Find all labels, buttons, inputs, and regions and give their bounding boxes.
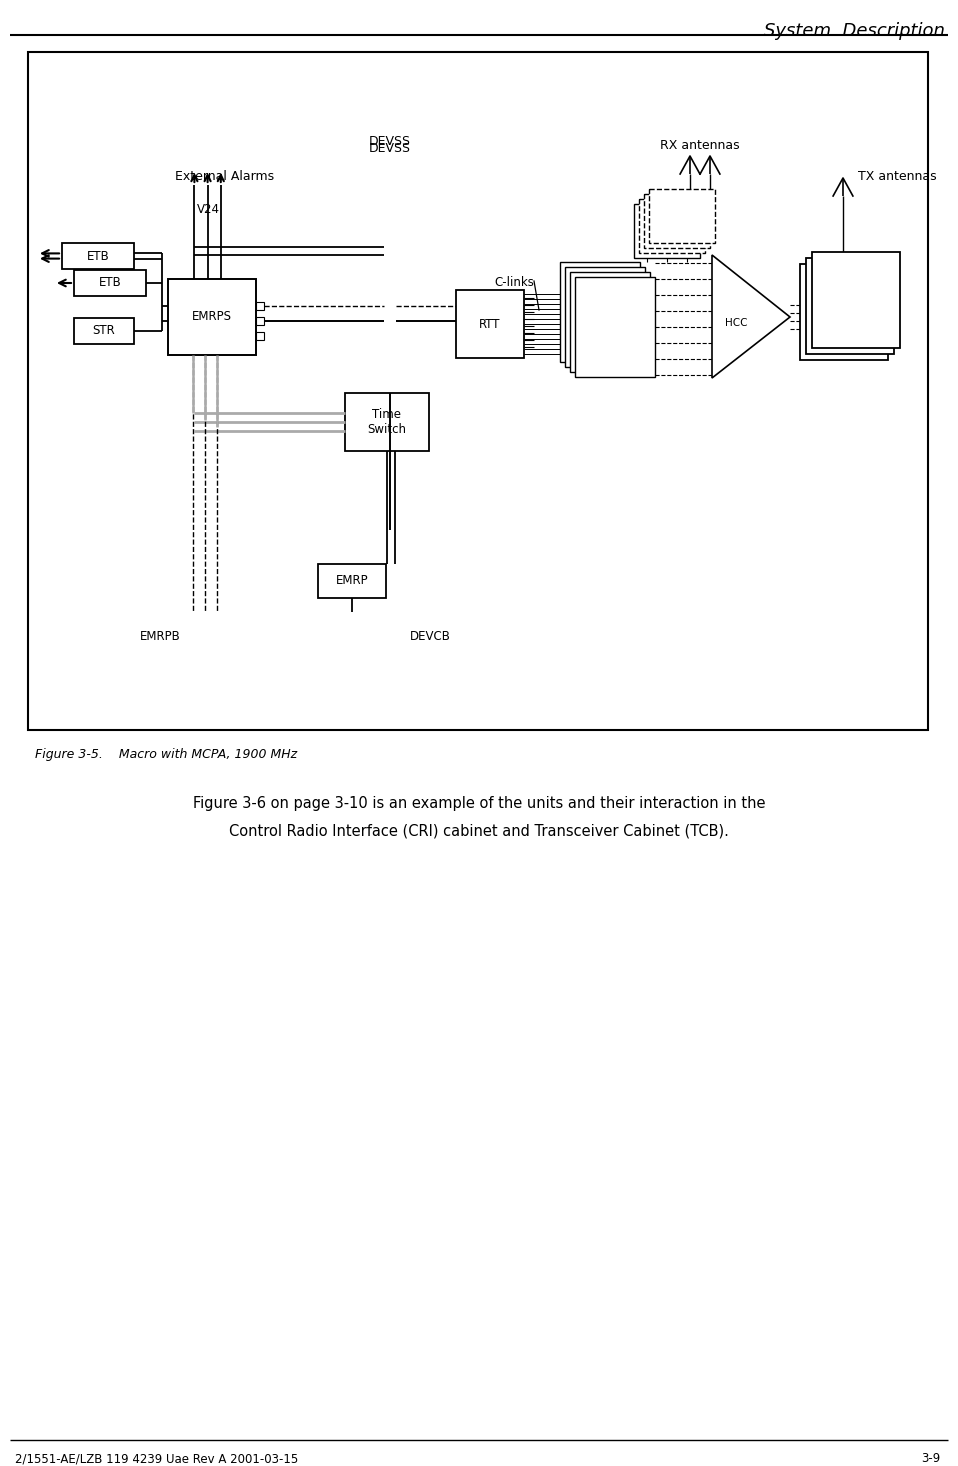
Bar	[62, 243, 134, 268]
Text: RTT: RTT	[479, 318, 501, 330]
Polygon shape	[712, 255, 790, 378]
Bar	[812, 252, 900, 347]
Text: EMRPB: EMRPB	[140, 630, 180, 644]
Bar	[565, 267, 645, 366]
Text: ETB: ETB	[86, 249, 109, 262]
Text: DEVSS: DEVSS	[369, 135, 411, 148]
Bar	[168, 279, 256, 355]
Text: External Alarms: External Alarms	[175, 170, 274, 183]
Text: 2/1551-AE/LZB 119 4239 Uae Rev A 2001-03-15: 2/1551-AE/LZB 119 4239 Uae Rev A 2001-03…	[15, 1451, 298, 1465]
Text: Figure 3-5.    Macro with MCPA, 1900 MHz: Figure 3-5. Macro with MCPA, 1900 MHz	[35, 748, 297, 761]
Text: PSP: PSP	[664, 224, 685, 237]
Bar	[575, 277, 655, 377]
Bar	[634, 204, 700, 258]
Text: Figure 3-6 on page 3-10 is an example of the units and their interaction in the: Figure 3-6 on page 3-10 is an example of…	[193, 796, 765, 811]
Text: Time
Switch: Time Switch	[368, 408, 406, 435]
Bar	[74, 270, 146, 296]
Text: C-links: C-links	[494, 276, 534, 289]
Text: HCC: HCC	[725, 318, 747, 328]
Bar	[570, 273, 650, 372]
Bar	[28, 51, 928, 730]
Text: TX antennas: TX antennas	[858, 170, 937, 182]
Bar	[256, 302, 264, 309]
Bar	[800, 264, 888, 361]
Bar	[560, 262, 640, 362]
Bar	[318, 564, 386, 598]
Text: TRX: TRX	[596, 314, 619, 325]
Text: System  Description: System Description	[764, 22, 945, 40]
Bar	[256, 331, 264, 340]
Bar	[74, 318, 134, 345]
Bar	[649, 189, 715, 243]
Bar	[345, 393, 429, 452]
Text: ETB: ETB	[99, 277, 122, 289]
Text: RX antennas: RX antennas	[660, 139, 740, 152]
Bar	[256, 317, 264, 325]
Text: DEVCB: DEVCB	[410, 630, 450, 644]
Bar	[644, 194, 710, 248]
Bar	[639, 199, 705, 254]
Bar	[456, 290, 524, 358]
Text: V24: V24	[197, 202, 220, 216]
Text: DEVSS: DEVSS	[369, 142, 411, 155]
Text: STR: STR	[93, 324, 115, 337]
Text: 3-9: 3-9	[921, 1451, 940, 1465]
Bar	[806, 258, 894, 353]
Text: EMRPS: EMRPS	[192, 311, 232, 324]
Text: TRX: TRX	[836, 299, 863, 312]
Text: EMRP: EMRP	[335, 575, 368, 588]
Text: Control Radio Interface (CRI) cabinet and Transceiver Cabinet (TCB).: Control Radio Interface (CRI) cabinet an…	[229, 824, 729, 839]
